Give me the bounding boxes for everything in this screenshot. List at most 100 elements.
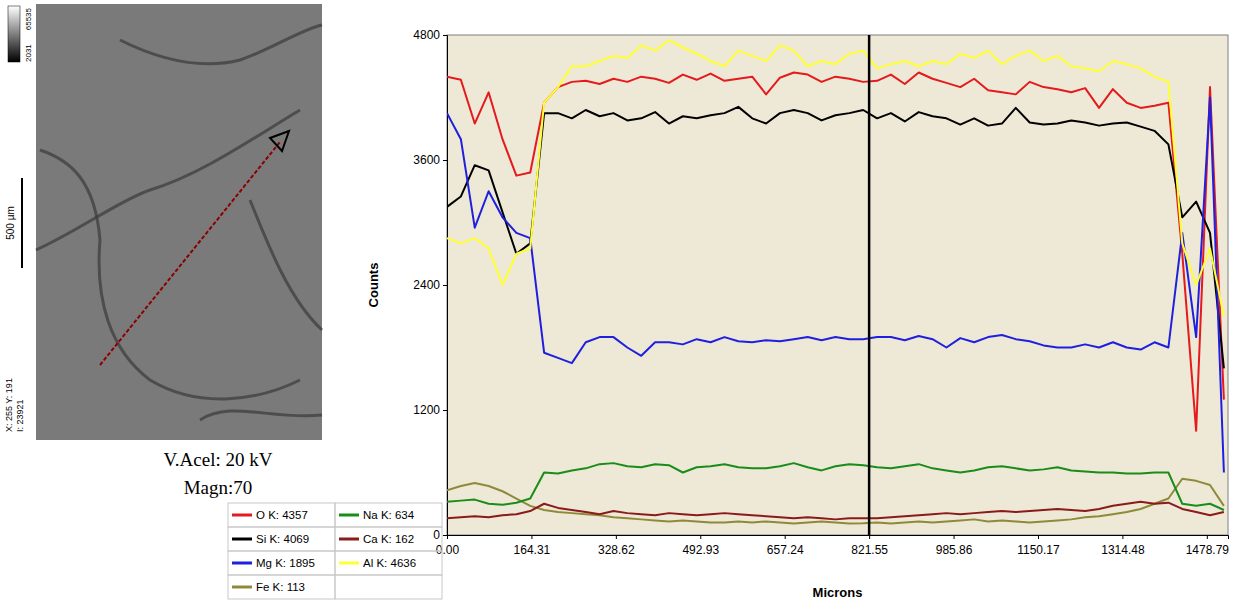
y-tick: 3600 xyxy=(413,153,447,167)
plot-area xyxy=(447,35,1224,535)
grain-boundary xyxy=(120,25,322,64)
y-tick: 0 xyxy=(433,528,447,542)
gray-max-label: 65535 xyxy=(24,7,33,30)
series-line xyxy=(447,479,1224,524)
legend: O K: 4357 Si K: 4069 Mg K: 1895 Fe K: 113 Na… xyxy=(228,503,442,599)
y-tick-label: 3600 xyxy=(413,153,440,167)
y-tick-mark xyxy=(443,35,447,36)
x-tick-label: 1314.48 xyxy=(1101,543,1145,557)
y-tick: 2400 xyxy=(413,278,447,292)
x-tick-label: 657.24 xyxy=(767,543,804,557)
image-panel: 65535 2031 500 µm X: 255 Y: 191I: 23921 V.Ac… xyxy=(4,4,322,498)
legend-label: O K: 4357 xyxy=(256,509,308,521)
x-tick-label: 985.86 xyxy=(936,543,973,557)
legend-label: Si K: 4069 xyxy=(256,533,309,545)
gray-min-label: 2031 xyxy=(24,44,33,62)
sem-image xyxy=(36,4,322,440)
y-tick: 4800 xyxy=(413,28,447,42)
x-tick: 1314.48 xyxy=(1101,535,1145,557)
x-tick: 657.24 xyxy=(767,535,804,557)
scan-arrow-head xyxy=(270,131,289,151)
x-tick-mark xyxy=(785,535,786,539)
x-tick: 328.62 xyxy=(598,535,635,557)
legend-label: Al K: 4636 xyxy=(363,557,416,569)
y-tick-mark xyxy=(443,535,447,536)
x-tick-mark xyxy=(954,535,955,539)
legend-label: Na K: 634 xyxy=(363,509,415,521)
x-tick-label: 1478.79 xyxy=(1186,543,1230,557)
scan-line xyxy=(100,142,280,365)
legend-cell xyxy=(335,527,442,551)
y-tick-label: 0 xyxy=(433,528,440,542)
series-line xyxy=(447,502,1224,520)
x-tick: 821.55 xyxy=(851,535,888,557)
y-axis: 0 1200 2400 3600 4800 xyxy=(413,28,447,542)
series-line xyxy=(447,40,1224,316)
y-tick-mark xyxy=(443,285,447,286)
legend-swatch xyxy=(339,562,359,565)
x-tick-mark xyxy=(1207,535,1208,539)
legend-cell xyxy=(335,575,442,599)
x-tick-label: 328.62 xyxy=(598,543,635,557)
legend-cell xyxy=(228,503,335,527)
y-tick-label: 2400 xyxy=(413,278,440,292)
x-tick-mark xyxy=(1122,535,1123,539)
legend-swatch xyxy=(232,514,252,517)
y-tick-mark xyxy=(443,160,447,161)
series-line xyxy=(447,98,1224,473)
legend-swatch xyxy=(232,586,252,589)
x-tick-mark xyxy=(1038,535,1039,539)
legend-swatch xyxy=(339,538,359,541)
gray-scale-bar xyxy=(8,6,20,62)
magnification: Magn:70 xyxy=(184,477,253,498)
x-axis-title: Microns xyxy=(813,585,863,600)
x-tick-label: 821.55 xyxy=(851,543,888,557)
x-tick-mark xyxy=(869,535,870,539)
cursor-info: I: 23921 xyxy=(15,399,25,432)
x-axis: 0.00 164.31 328.62 492.93 657.24 821.55 985.86… xyxy=(436,535,1230,557)
y-tick: 1200 xyxy=(413,403,447,417)
scale-bar-label: 500 µm xyxy=(5,206,16,240)
y-tick-label: 4800 xyxy=(413,28,440,42)
grain-boundary xyxy=(200,411,322,420)
legend-label: Fe K: 113 xyxy=(256,581,305,593)
legend-swatch xyxy=(339,514,359,517)
x-tick-mark xyxy=(531,535,532,539)
grain-boundary xyxy=(40,150,100,240)
x-axis-line xyxy=(448,536,1229,540)
x-tick-label: 492.93 xyxy=(682,543,719,557)
x-tick-mark xyxy=(616,535,617,539)
series-line xyxy=(447,107,1224,368)
x-tick: 1478.79 xyxy=(1186,535,1230,557)
legend-swatch xyxy=(232,562,252,565)
y-axis-line xyxy=(443,36,448,536)
cursor-info: X: 255 Y: 191 xyxy=(4,378,14,432)
x-tick-label: 164.31 xyxy=(514,543,551,557)
legend-label: Mg K: 1895 xyxy=(256,557,315,569)
x-tick: 164.31 xyxy=(514,535,551,557)
y-axis-title: Counts xyxy=(366,263,381,308)
legend-label: Ca K: 162 xyxy=(363,533,414,545)
legend-cell xyxy=(335,551,442,575)
series-line xyxy=(447,73,1224,431)
acceleration-voltage: V.Acel: 20 kV xyxy=(164,449,273,470)
x-tick-label: 1150.17 xyxy=(1017,543,1060,557)
legend-cell xyxy=(335,503,442,527)
figure: 65535 2031 500 µm X: 255 Y: 191I: 23921 V.Ac… xyxy=(0,0,1237,606)
series-line xyxy=(447,463,1224,510)
x-tick: 985.86 xyxy=(936,535,973,557)
cursor-line xyxy=(868,35,871,535)
legend-cell xyxy=(228,527,335,551)
x-tick: 492.93 xyxy=(682,535,719,557)
legend-swatch xyxy=(232,538,252,541)
y-tick-label: 1200 xyxy=(413,403,440,417)
scale-bar xyxy=(21,178,23,268)
y-tick-mark xyxy=(443,410,447,411)
plot-background xyxy=(447,35,1228,535)
grain-boundary xyxy=(250,200,322,330)
legend-cell xyxy=(228,575,335,599)
x-tick: 1150.17 xyxy=(1017,535,1060,557)
grain-boundary xyxy=(99,240,300,399)
x-tick-label: 0.00 xyxy=(436,543,460,557)
legend-cell xyxy=(228,551,335,575)
